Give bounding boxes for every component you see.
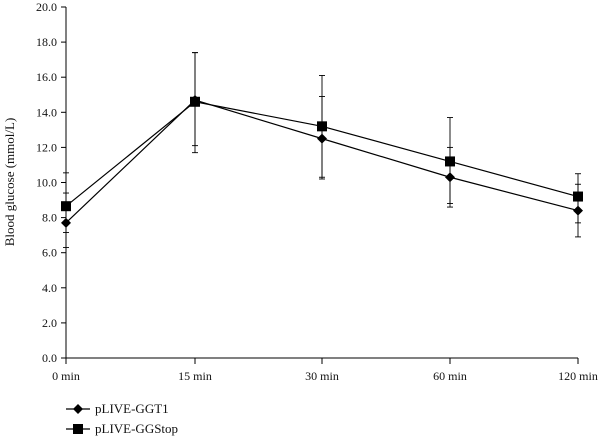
y-tick-label: 4.0: [42, 281, 57, 295]
y-tick-label: 18.0: [36, 35, 57, 49]
square-marker: [61, 201, 71, 212]
square-marker: [73, 424, 83, 434]
legend: pLIVE-GGT1 pLIVE-GGStop: [66, 401, 178, 436]
y-tick-label: 6.0: [42, 246, 57, 260]
x-axis: 0 min 15 min 30 min 60 min 120 min: [52, 357, 598, 383]
legend-item: pLIVE-GGStop: [66, 421, 178, 436]
y-tick-label: 16.0: [36, 70, 57, 84]
y-tick-label: 0.0: [42, 351, 57, 365]
y-tick-label: 10.0: [36, 176, 57, 190]
y-tick-label: 8.0: [42, 211, 57, 225]
square-marker: [573, 191, 583, 202]
diamond-marker: [73, 404, 83, 414]
legend-label: pLIVE-GGT1: [95, 401, 169, 416]
legend-label: pLIVE-GGStop: [95, 421, 178, 436]
x-tick-label: 120 min: [558, 369, 598, 383]
y-ticks: 0.0 2.0 4.0 6.0 8.0 10.0 12.0 14.0 16.0 18.0 20.0: [36, 0, 66, 365]
x-tick-label: 0 min: [52, 369, 80, 383]
plot-series: [61, 52, 583, 248]
y-tick-label: 20.0: [36, 0, 57, 14]
y-tick-label: 14.0: [36, 105, 57, 119]
y-tick-label: 2.0: [42, 316, 57, 330]
legend-item: pLIVE-GGT1: [66, 401, 169, 416]
y-tick-label: 12.0: [36, 140, 57, 154]
y-axis: 0.0 2.0 4.0 6.0 8.0 10.0 12.0 14.0 16.0 18.0 20.0: [36, 0, 67, 365]
x-tick-label: 15 min: [178, 369, 212, 383]
x-tick-label: 30 min: [305, 369, 339, 383]
square-marker: [445, 156, 455, 167]
square-marker: [317, 121, 327, 132]
square-marker: [190, 96, 200, 107]
x-ticks: 0 min 15 min 30 min 60 min 120 min: [52, 358, 598, 383]
y-axis-title: Blood glucose (mmol/L): [2, 118, 17, 247]
x-tick-label: 60 min: [433, 369, 467, 383]
series-square: [61, 52, 583, 233]
